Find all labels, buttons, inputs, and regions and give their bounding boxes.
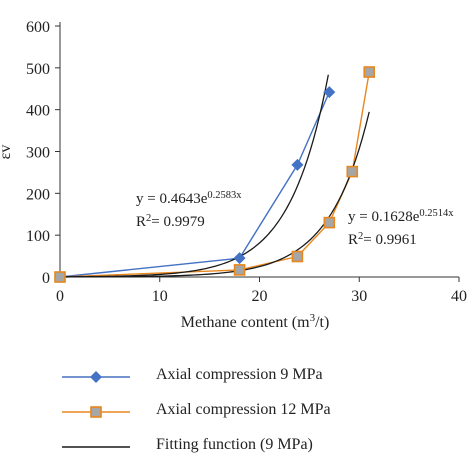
y-tick-label: 0 [42,270,50,287]
legend-label: Axial compression 9 MPa [156,366,323,383]
legend: Axial compression 9 MPa Axial compressio… [60,364,474,469]
fit-curve-2 [59,74,329,278]
legend-item-9mpa: Axial compression 9 MPa [60,364,474,390]
r-squared: R2= 0.9961 [348,231,417,249]
chart: 0 100 200 300 400 500 600 0 10 20 30 40 Methane cont… [0,19,467,331]
y-tick-label: 100 [26,228,50,245]
y-axis-label: εv [0,145,14,160]
r-squared: R2= 0.9979 [136,213,205,231]
fit-curve-3 [60,111,370,278]
data-points [54,66,376,283]
data-point-square [233,264,246,276]
data-point-square [323,216,336,229]
y-tick-label: 200 [26,186,50,203]
data-point-square [346,165,359,178]
data-point-square [291,250,304,263]
series-line-0 [59,91,330,278]
data-point-square [363,66,376,78]
data-point-diamond [323,86,336,99]
x-tick-label: 20 [252,288,268,305]
legend-item-fit: Fitting function (9 MPa) [60,434,474,460]
x-tick-label: 0 [56,288,64,305]
fit-annotations: y = 0.4643e0.2583x R2= 0.9979 y = 0.1628e0… [136,190,454,249]
legend-item-12mpa: Axial compression 12 MPa [60,399,474,425]
fit-curves [59,71,370,278]
data-point-square [54,271,66,283]
data-point-diamond [291,158,304,171]
data-point-diamond [233,252,246,265]
legend-label: Fitting function (9 MPa) [156,436,313,453]
diamond-marker-icon [62,371,130,383]
legend-label: Axial compression 12 MPa [156,401,331,418]
y-tick-label: 600 [26,19,50,36]
square-marker-icon [62,406,130,418]
x-tick-label: 30 [351,288,367,305]
y-tick-label: 500 [26,61,50,78]
fit-line-icon [62,446,130,448]
y-tick-label: 400 [26,103,50,120]
x-tick-label: 10 [152,288,168,305]
axes: 0 100 200 300 400 500 600 0 10 20 30 40 Methane cont… [0,19,467,331]
fit-equation: y = 0.1628e0.2514x [348,208,454,226]
x-tick-label: 40 [451,288,467,305]
series-line-1 [59,71,370,278]
y-tick-label: 300 [26,145,50,162]
x-axis-label: Methane content (m3/t) [181,312,330,331]
fit-equation: y = 0.4643e0.2583x [136,190,242,208]
